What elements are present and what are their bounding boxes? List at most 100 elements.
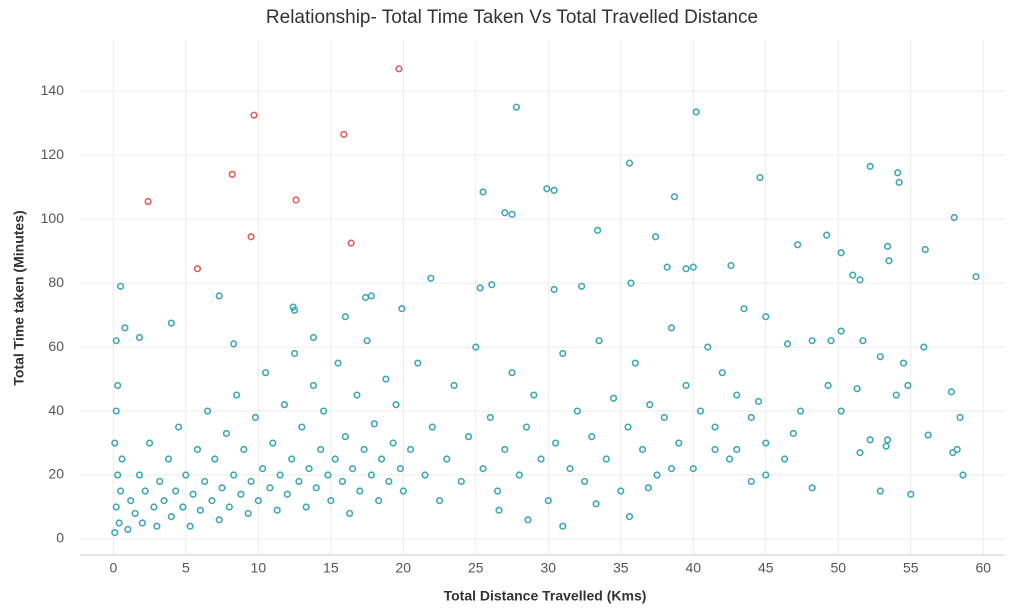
point (179, 503, 187, 511)
point (193, 445, 202, 454)
point (367, 292, 376, 300)
point (145, 439, 154, 447)
point (711, 445, 719, 454)
point (592, 500, 600, 508)
point (593, 226, 602, 234)
point (174, 423, 183, 431)
point (247, 233, 255, 241)
point (406, 445, 415, 454)
point (392, 401, 400, 409)
y-tick-label: 80 (48, 274, 64, 290)
point (222, 429, 231, 438)
point (667, 324, 676, 332)
point (305, 465, 313, 473)
point (338, 477, 347, 486)
point (866, 436, 874, 444)
point (464, 433, 473, 441)
point (215, 516, 223, 524)
point (225, 503, 233, 511)
x-tick-label: 40 (685, 560, 701, 576)
point (756, 173, 764, 182)
point (164, 455, 173, 463)
point (644, 484, 652, 492)
point (211, 455, 219, 463)
point (849, 271, 857, 279)
point (375, 497, 383, 505)
point (111, 529, 119, 537)
point (789, 429, 797, 438)
point (450, 381, 458, 390)
point (309, 333, 318, 342)
point (341, 433, 349, 441)
point (290, 306, 299, 314)
point (312, 484, 320, 492)
point (288, 455, 296, 463)
point (172, 487, 180, 495)
point (127, 497, 135, 505)
point (512, 103, 521, 111)
point (837, 249, 845, 257)
point (356, 487, 364, 495)
point (144, 197, 152, 206)
point (876, 487, 884, 495)
point (237, 490, 245, 498)
point (488, 281, 496, 289)
point (883, 436, 892, 444)
point (733, 445, 741, 454)
point (740, 305, 748, 313)
point (486, 413, 494, 422)
point (625, 159, 634, 167)
point (112, 337, 120, 345)
point (327, 497, 335, 505)
point (493, 487, 502, 495)
point (398, 305, 406, 313)
point (298, 423, 306, 431)
point (414, 359, 422, 367)
point (121, 324, 129, 332)
x-tick-label: 45 (758, 560, 774, 576)
point (559, 522, 567, 530)
point (573, 407, 581, 415)
point (876, 353, 884, 361)
y-tick-label: 40 (48, 402, 64, 418)
point (837, 327, 845, 335)
point (508, 369, 516, 377)
point (544, 497, 552, 505)
point (309, 381, 318, 390)
point (250, 111, 258, 119)
point (853, 385, 861, 393)
point (292, 196, 300, 204)
point (543, 185, 551, 193)
y-axis-label: Total Time taken (Minutes) (11, 210, 27, 385)
point (956, 413, 964, 422)
point (550, 285, 558, 294)
point (428, 423, 436, 431)
point (370, 420, 378, 428)
point (949, 449, 957, 457)
y-tick-label: 20 (48, 466, 64, 482)
point (266, 484, 274, 492)
point (362, 293, 370, 302)
point (501, 445, 509, 454)
point (808, 337, 816, 345)
point (367, 471, 376, 479)
x-tick-label: 20 (396, 560, 412, 576)
point (399, 487, 407, 495)
point (762, 471, 770, 479)
point (118, 455, 126, 463)
point (182, 471, 190, 479)
point (631, 359, 639, 367)
point (559, 349, 567, 358)
x-tick-label: 55 (903, 560, 919, 576)
point (244, 509, 252, 518)
point (762, 313, 770, 321)
point (230, 340, 238, 348)
point (747, 477, 755, 486)
point (396, 465, 405, 473)
point (624, 423, 632, 431)
point (733, 391, 741, 399)
point (247, 477, 255, 486)
point (283, 490, 291, 498)
point (116, 282, 125, 290)
point (696, 407, 705, 415)
